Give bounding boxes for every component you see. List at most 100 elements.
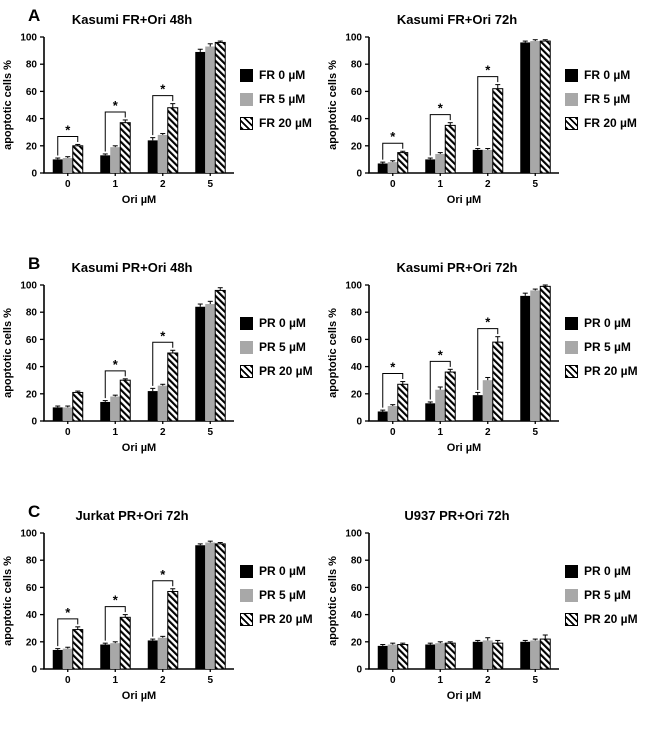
bar	[167, 107, 179, 174]
bar	[205, 542, 216, 669]
bar	[387, 162, 398, 173]
y-tick-label: 100	[345, 529, 362, 540]
bar	[425, 644, 436, 669]
x-tick-label: 2	[485, 179, 491, 190]
bar	[100, 155, 111, 173]
bar	[444, 124, 456, 174]
bar	[110, 396, 121, 421]
bar-chart-svg: 0 20 40 60 80 100 0 1 2 5 Ori µM apoptotic cells %	[327, 529, 559, 702]
y-tick-label: 100	[20, 281, 37, 292]
bar	[435, 153, 446, 173]
legend: FR 0 µM FR 5 µM FR 20 µM	[565, 68, 637, 130]
bar	[530, 41, 541, 173]
x-tick-label: 5	[207, 179, 213, 190]
x-tick-label: 5	[532, 427, 538, 438]
bar	[482, 149, 493, 173]
legend-item: PR 5 µM	[565, 340, 638, 354]
y-tick-label: 20	[351, 141, 363, 152]
significance-star: *	[390, 360, 396, 375]
bar-chart-svg: 0 20 40 60 80 100 0 1 2 5 * * * Ori µM apoptotic cells…	[327, 281, 559, 454]
y-tick-label: 100	[20, 33, 37, 44]
legend-swatch-hatched	[240, 612, 253, 626]
legend-item: FR 0 µM	[565, 68, 637, 82]
bar	[539, 40, 551, 174]
panel-label-b: B	[28, 254, 41, 273]
significance-bracket	[57, 618, 79, 647]
y-tick-label: 40	[26, 114, 38, 125]
y-axis-label: apoptotic cells %	[2, 308, 14, 398]
chart-title: Kasumi PR+Ori 48h	[71, 260, 193, 275]
bar	[119, 616, 131, 670]
bar	[492, 341, 504, 422]
legend-label: FR 5 µM	[584, 92, 631, 106]
y-tick-label: 20	[26, 637, 38, 648]
bar	[472, 641, 483, 669]
significance-star: *	[160, 328, 166, 343]
bar	[444, 642, 456, 670]
bar	[195, 51, 206, 173]
legend-label: FR 20 µM	[259, 116, 312, 130]
bar	[62, 407, 73, 421]
x-tick-label: 5	[532, 675, 538, 686]
y-tick-label: 80	[351, 556, 363, 567]
chart-kasumi-fr-72h: Kasumi FR+Ori 72h 0 20 40 60 80 100 0 1 2 5 * * * Ori…	[325, 6, 650, 216]
panel-label-a: A	[28, 6, 41, 25]
legend-item: PR 5 µM	[565, 588, 638, 602]
significance-star: *	[160, 567, 166, 582]
bar	[119, 379, 131, 422]
y-tick-label: 40	[26, 362, 38, 373]
legend-swatch-gray	[240, 92, 253, 106]
legend-label: PR 5 µM	[259, 588, 306, 602]
x-tick-label: 1	[112, 179, 118, 190]
significance-bracket	[104, 606, 126, 641]
bar	[520, 641, 531, 669]
plot-column: Kasumi FR+Ori 72h 0 20 40 60 80 100 0 1 2 5 * * * Ori…	[325, 6, 563, 216]
legend-swatch-hatched	[565, 364, 578, 378]
legend-swatch-black	[240, 564, 253, 578]
bar	[472, 395, 483, 421]
bar	[492, 88, 504, 174]
x-tick-label: 2	[160, 675, 166, 686]
y-tick-label: 20	[26, 141, 38, 152]
significance-star: *	[65, 605, 71, 620]
y-tick-label: 60	[26, 87, 38, 98]
legend-item: PR 20 µM	[565, 364, 638, 378]
bar	[492, 642, 504, 670]
significance-star: *	[113, 593, 119, 608]
panel-b-row: Kasumi PR+Ori 48h 0 20 40 60 80 100 0 1 2 5 * * Ori …	[0, 254, 650, 464]
legend-label: PR 5 µM	[584, 340, 631, 354]
bar	[539, 638, 551, 670]
y-tick-label: 60	[26, 335, 38, 346]
legend-label: PR 0 µM	[584, 564, 631, 578]
plot-column: U937 PR+Ori 72h 0 20 40 60 80 100 0 1 2 5 Ori µM ap…	[325, 502, 563, 712]
bar	[52, 159, 63, 173]
significance-bracket	[57, 135, 79, 156]
bar	[444, 371, 456, 422]
x-tick-label: 0	[65, 675, 71, 686]
chart-title: Kasumi FR+Ori 72h	[396, 12, 518, 27]
legend-swatch-hatched	[240, 116, 253, 130]
x-tick-label: 2	[485, 675, 491, 686]
bar	[435, 643, 446, 669]
significance-bracket	[152, 580, 174, 637]
significance-bracket	[429, 360, 451, 400]
y-tick-label: 60	[26, 583, 38, 594]
y-tick-label: 0	[31, 169, 37, 180]
x-tick-label: 0	[390, 179, 396, 190]
y-axis-label: apoptotic cells %	[2, 556, 14, 646]
bar	[195, 545, 206, 669]
legend-item: PR 0 µM	[565, 564, 638, 578]
x-tick-label: 0	[390, 675, 396, 686]
bar	[205, 46, 216, 173]
bar-chart-svg: 0 20 40 60 80 100 0 1 2 5 * * * Ori µM apoptotic cells…	[2, 529, 234, 702]
plot-column: Kasumi PR+Ori 48h 0 20 40 60 80 100 0 1 2 5 * * Ori …	[0, 254, 238, 464]
legend-label: PR 5 µM	[259, 340, 306, 354]
legend-swatch-black	[565, 316, 578, 330]
bar	[157, 134, 168, 173]
x-tick-label: 1	[112, 427, 118, 438]
legend-swatch-black	[565, 68, 578, 82]
x-tick-label: 0	[65, 179, 71, 190]
significance-bracket	[429, 114, 451, 156]
significance-star: *	[485, 315, 491, 330]
y-tick-label: 20	[351, 389, 363, 400]
